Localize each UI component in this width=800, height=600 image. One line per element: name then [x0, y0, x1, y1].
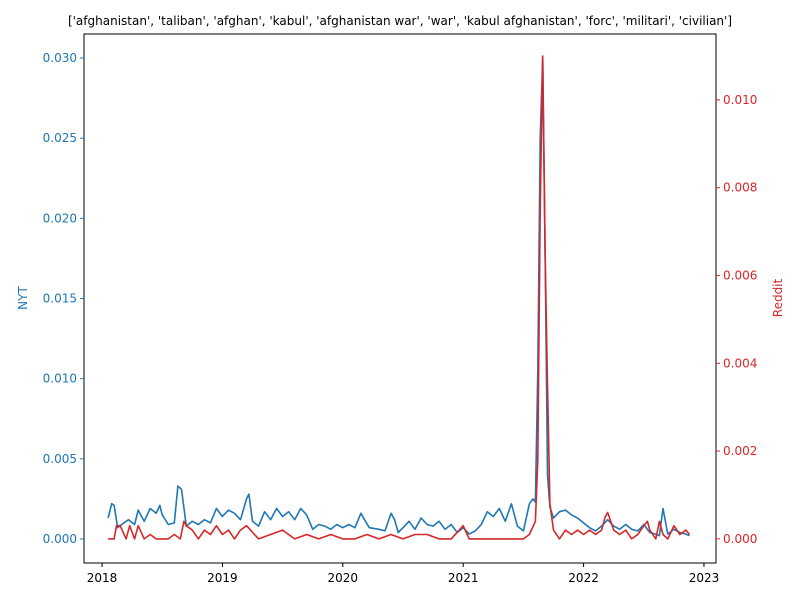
- y-right-tick-label: 0.004: [723, 356, 757, 370]
- y-right-tick-label: 0.000: [723, 532, 757, 546]
- y-right-tick-label: 0.008: [723, 181, 757, 195]
- x-tick-label: 2021: [448, 571, 479, 585]
- y-axis-right-label: Reddit: [771, 278, 785, 317]
- x-axis: 2018 2019 2020 2021 2022 2023: [87, 563, 719, 585]
- y-left-tick-label: 0.000: [43, 532, 77, 546]
- series-layer: [107, 55, 691, 540]
- y-left-tick-label: 0.010: [43, 372, 77, 386]
- y-axis-left-label: NYT: [16, 286, 30, 310]
- x-tick-label: 2018: [87, 571, 118, 585]
- y-axis-left: 0.000 0.005 0.010 0.015 0.020 0.025 0.030: [43, 51, 84, 546]
- chart-title: ['afghanistan', 'taliban', 'afghan', 'ka…: [68, 14, 732, 28]
- x-tick-label: 2019: [207, 571, 238, 585]
- x-tick-label: 2023: [689, 571, 720, 585]
- x-tick-label: 2022: [568, 571, 599, 585]
- y-left-tick-label: 0.005: [43, 452, 77, 466]
- y-left-tick-label: 0.025: [43, 131, 77, 145]
- y-right-tick-label: 0.006: [723, 268, 757, 282]
- y-left-tick-label: 0.020: [43, 211, 77, 225]
- x-tick-label: 2020: [328, 571, 359, 585]
- series-line-nyt: [107, 57, 690, 537]
- series-line-reddit: [108, 55, 691, 540]
- y-right-tick-label: 0.010: [723, 93, 757, 107]
- y-axis-right: 0.000 0.002 0.004 0.006 0.008 0.010: [716, 93, 757, 546]
- y-right-tick-label: 0.002: [723, 444, 757, 458]
- y-left-tick-label: 0.015: [43, 292, 77, 306]
- y-left-tick-label: 0.030: [43, 51, 77, 65]
- plot-frame: [83, 33, 717, 564]
